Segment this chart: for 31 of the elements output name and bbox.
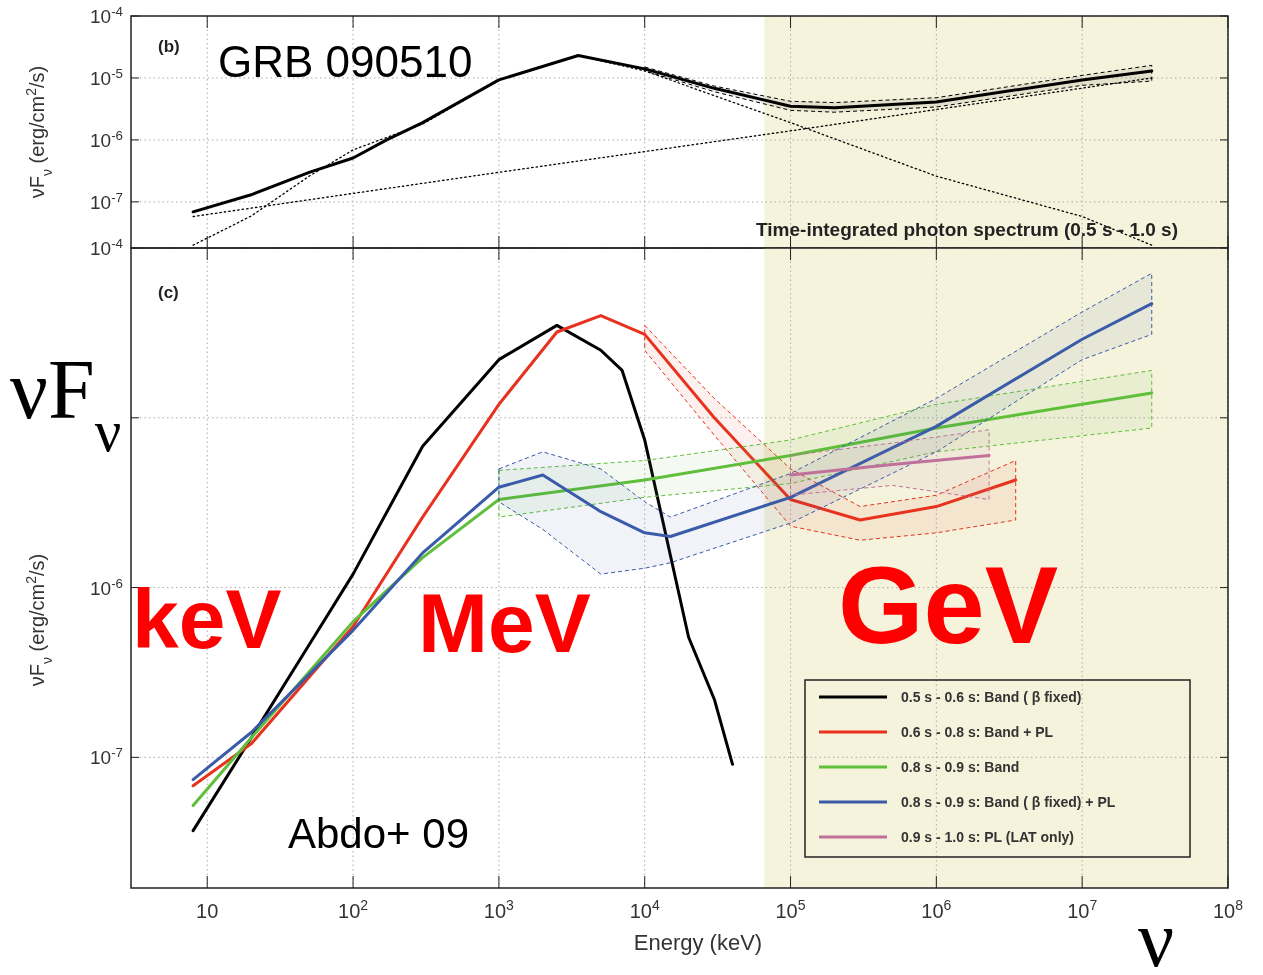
y-tick-label: 10$^{-5}$ — [90, 65, 123, 89]
legend-label: 0.8 s - 0.9 s: Band ( β fixed) + PL — [901, 794, 1116, 810]
y-tick-label: 10$^{-7}$ — [90, 744, 123, 769]
text: ν — [1138, 895, 1175, 975]
y-tick-label: 10$^{-6}$ — [90, 127, 123, 151]
annotation: (c) — [158, 283, 179, 302]
annotation: GRB 090510 — [218, 37, 473, 86]
legend-label: 0.5 s - 0.6 s: Band ( β fixed) — [901, 689, 1082, 705]
x-tick-label: 10$^{2}$ — [338, 897, 369, 922]
x-tick-label: 10$^{8}$ — [1212, 897, 1244, 922]
y-tick-label: 10$^{-6}$ — [90, 575, 123, 599]
x-tick-label: 10$^{4}$ — [629, 897, 660, 922]
legend-label: 0.8 s - 0.9 s: Band — [901, 759, 1020, 775]
annotation: MeV — [418, 576, 591, 670]
x-tick-label: 10$^{5}$ — [775, 897, 806, 922]
x-tick-label: 10$^{6}$ — [921, 897, 952, 922]
y-tick-label: 10$^{-7}$ — [90, 189, 123, 213]
annotation: Time-integrated photon spectrum (0.5 s - 1.0 s) — [756, 219, 1178, 240]
x-tick-label: 10 — [196, 900, 219, 922]
y-tick-label: 10$^{-4}$ — [90, 235, 123, 259]
x-tick-label: 10$^{7}$ — [1067, 897, 1098, 922]
annotation: Abdo+ 09 — [288, 810, 470, 857]
x-tick-label: 10$^{3}$ — [483, 897, 515, 922]
annotation: GeV — [838, 543, 1059, 666]
x-axis-title: Energy (keV) — [633, 930, 763, 955]
annotation: keV — [132, 572, 282, 666]
y-tick-label: 10$^{-4}$ — [90, 3, 123, 27]
legend-label: 0.6 s - 0.8 s: Band + PL — [901, 724, 1054, 740]
legend-label: 0.9 s - 1.0 s: PL (LAT only) — [901, 829, 1074, 845]
text: νF$_{ν}$ — [10, 343, 122, 464]
annotation: (b) — [158, 37, 180, 56]
